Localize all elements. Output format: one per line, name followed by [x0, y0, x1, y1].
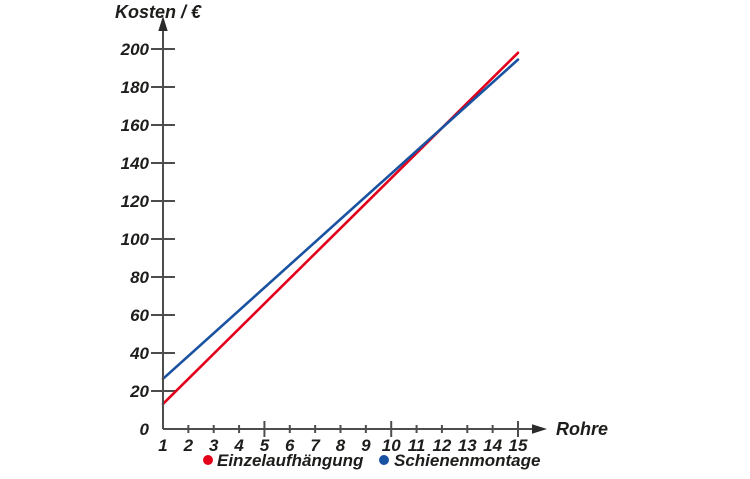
legend-dot-schienenmontage-icon: [379, 455, 389, 465]
axes: [158, 16, 547, 434]
y-axis-arrow-icon: [158, 16, 168, 31]
x-tick-label: 15: [509, 436, 528, 455]
y-axis-title: Kosten / €: [115, 2, 202, 22]
x-axis-title: Rohre: [556, 419, 608, 439]
y-tick-label: 0: [140, 420, 150, 439]
y-tick-label: 80: [130, 268, 149, 287]
x-tick-label: 10: [382, 436, 401, 455]
x-tick-label: 3: [209, 436, 219, 455]
series-line-schienenmontage: [161, 58, 520, 381]
x-tick-label: 7: [310, 436, 321, 455]
x-tick-label: 13: [458, 436, 477, 455]
legend: Einzelaufhängung Schienenmontage: [203, 451, 540, 470]
y-tick-label: 200: [120, 40, 150, 59]
x-tick-label: 14: [483, 436, 502, 455]
y-tick-label: 160: [121, 116, 150, 135]
x-tick-label: 11: [408, 436, 426, 455]
x-tick-label: 4: [233, 436, 244, 455]
y-tick-label: 60: [130, 306, 149, 325]
x-tick-label: 6: [285, 436, 295, 455]
legend-label-einzelaufhaengung: Einzelaufhängung: [217, 451, 364, 470]
x-axis-arrow-icon: [532, 424, 547, 434]
x-tick-label: 1: [158, 436, 167, 455]
legend-label-schienenmontage: Schienenmontage: [394, 451, 540, 470]
y-tick-label: 40: [129, 344, 149, 363]
y-tick-label: 100: [121, 230, 150, 249]
x-tick-label: 8: [336, 436, 346, 455]
x-tick-label: 2: [183, 436, 194, 455]
x-tick-label: 5: [260, 436, 270, 455]
x-tick-label: 9: [361, 436, 371, 455]
legend-dot-einzelaufhaengung-icon: [203, 455, 213, 465]
y-tick-label: 120: [121, 192, 150, 211]
series-line-einzelaufhngung: [161, 51, 520, 406]
x-tick-label: 12: [432, 436, 451, 455]
y-tick-label: 140: [121, 154, 150, 173]
y-tick-label: 20: [129, 382, 149, 401]
y-tick-label: 180: [121, 78, 150, 97]
